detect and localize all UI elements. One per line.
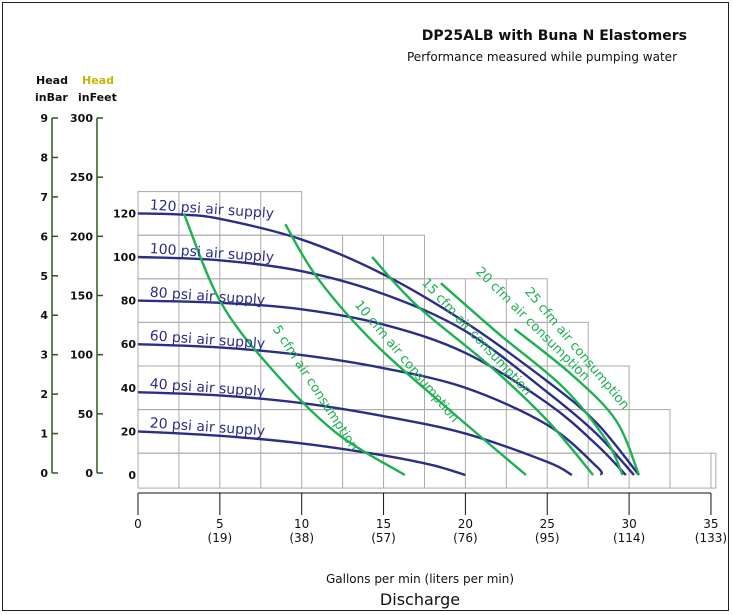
x-tick-label: 20 bbox=[458, 517, 473, 531]
psi-curve-label: 40 psi air supply bbox=[149, 376, 265, 400]
feet-tick-label: 100 bbox=[70, 349, 93, 362]
feet-axis-head: Head bbox=[82, 74, 114, 87]
cfm-curve-label: 5 cfm air consumption bbox=[269, 323, 361, 454]
bar-tick-label: 9 bbox=[40, 112, 48, 125]
x-tick-label: 25 bbox=[540, 517, 555, 531]
cfm-curve-10 bbox=[284, 223, 527, 476]
x-tick-label: 15 bbox=[376, 517, 391, 531]
psi-tick-label: 100 bbox=[113, 251, 136, 264]
bar-tick-label: 8 bbox=[40, 151, 48, 164]
bar-tick-label: 4 bbox=[40, 309, 48, 322]
bar-tick-label: 0 bbox=[40, 467, 48, 480]
x-tick-label: 35 bbox=[703, 517, 718, 531]
psi-curve-100 bbox=[137, 255, 635, 476]
cfm-curve-5 bbox=[182, 212, 406, 477]
chart-subtitle: Performance measured while pumping water bbox=[407, 50, 677, 64]
bar-axis-head: Head bbox=[36, 74, 68, 87]
psi-tick-label: 0 bbox=[128, 469, 136, 482]
x-tick-label: 5 bbox=[216, 517, 224, 531]
x-axis-label-discharge: Discharge bbox=[380, 590, 460, 609]
feet-tick-label: 200 bbox=[70, 230, 93, 243]
psi-curve-80 bbox=[137, 299, 627, 476]
feet-axis-unit: inFeet bbox=[78, 91, 117, 104]
psi-tick-label: 20 bbox=[121, 425, 137, 438]
bar-axis-unit: inBar bbox=[35, 91, 68, 104]
psi-curve-label: 100 psi air supply bbox=[149, 241, 274, 266]
x-axis-label: Gallons per min (liters per min) bbox=[326, 572, 514, 586]
bar-tick-label: 3 bbox=[40, 349, 48, 362]
psi-curve-60 bbox=[137, 343, 604, 476]
feet-tick-label: 0 bbox=[85, 467, 93, 480]
axes: 0123456789050100150200250300020406080100… bbox=[40, 112, 727, 545]
x-tick-sublabel: (57) bbox=[371, 531, 396, 545]
x-tick-sublabel: (133) bbox=[695, 531, 727, 545]
chart-title: DP25ALB with Buna N Elastomers bbox=[422, 28, 687, 44]
x-tick-sublabel: (76) bbox=[453, 531, 478, 545]
psi-curve-label: 80 psi air supply bbox=[149, 285, 265, 309]
feet-tick-label: 300 bbox=[70, 112, 93, 125]
bar-tick-label: 7 bbox=[40, 191, 48, 204]
x-tick-sublabel: (114) bbox=[613, 531, 645, 545]
cfm-curve-20 bbox=[440, 282, 624, 476]
bar-tick-label: 1 bbox=[40, 428, 48, 441]
psi-tick-label: 80 bbox=[121, 295, 137, 308]
x-tick-sublabel: (95) bbox=[535, 531, 560, 545]
psi-tick-label: 40 bbox=[121, 382, 137, 395]
cfm-curve-25 bbox=[513, 328, 641, 476]
x-tick-sublabel: (19) bbox=[208, 531, 233, 545]
feet-tick-label: 150 bbox=[70, 290, 93, 303]
x-tick-label: 0 bbox=[134, 517, 142, 531]
psi-tick-label: 60 bbox=[121, 338, 137, 351]
feet-tick-label: 250 bbox=[70, 171, 93, 184]
psi-curve-20 bbox=[137, 430, 466, 477]
cfm-curves bbox=[182, 212, 641, 477]
bar-tick-label: 6 bbox=[40, 230, 48, 243]
cfm-curve-label: 10 cfm air consumption bbox=[351, 298, 462, 426]
x-tick-label: 10 bbox=[294, 517, 309, 531]
grid-row bbox=[137, 452, 717, 489]
bar-tick-label: 2 bbox=[40, 388, 48, 401]
bar-tick-label: 5 bbox=[40, 270, 48, 283]
cfm-curve-label: 25 cfm air consumption bbox=[521, 285, 632, 413]
feet-tick-label: 50 bbox=[78, 408, 94, 421]
psi-curve-40 bbox=[137, 390, 573, 477]
x-tick-sublabel: (38) bbox=[289, 531, 314, 545]
cfm-curve-15 bbox=[371, 256, 595, 476]
psi-tick-label: 120 bbox=[113, 207, 136, 220]
psi-curve-label: 60 psi air supply bbox=[149, 328, 265, 352]
x-tick-label: 30 bbox=[621, 517, 636, 531]
